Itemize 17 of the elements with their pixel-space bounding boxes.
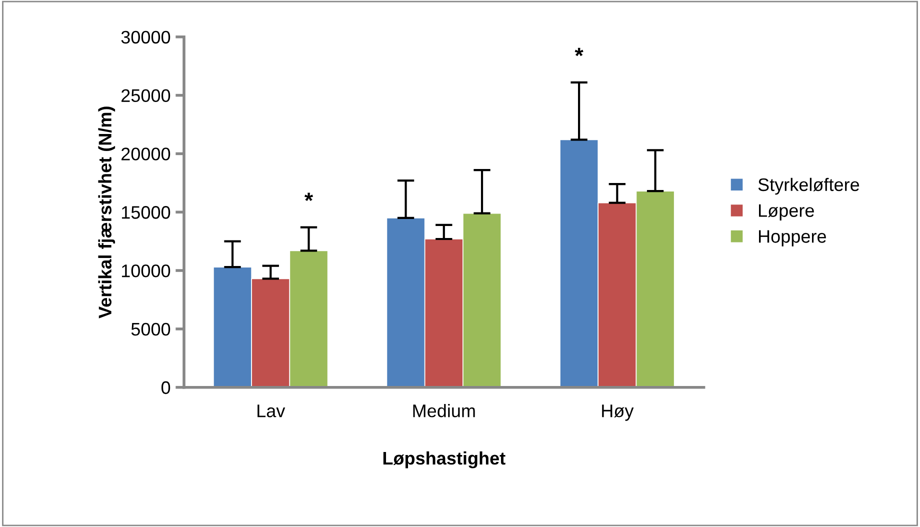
x-tick-label: Høy xyxy=(602,404,634,421)
x-tick-label: Medium xyxy=(413,404,475,418)
y-tick-label: 15000 xyxy=(122,206,170,219)
y-tick-label: 25000 xyxy=(122,89,170,102)
legend-label: Styrkeløftere xyxy=(758,178,860,195)
y-axis-title: Vertikal fjærstivhet (N/m) xyxy=(98,106,116,318)
y-tick-label: 20000 xyxy=(122,148,170,160)
y-tick-label: 30000 xyxy=(121,30,170,44)
y-tick-label: 10000 xyxy=(122,264,170,278)
annotation: * xyxy=(574,48,584,56)
legend-label: Hoppere xyxy=(759,230,826,246)
y-tick-label: 5000 xyxy=(131,322,170,336)
y-tick-label: 0 xyxy=(161,381,170,394)
annotation: * xyxy=(304,192,314,202)
x-tick-label: Lav xyxy=(258,404,286,418)
legend-label: Løpere xyxy=(759,204,814,221)
x-axis-title: Løpshastighet xyxy=(383,451,506,468)
